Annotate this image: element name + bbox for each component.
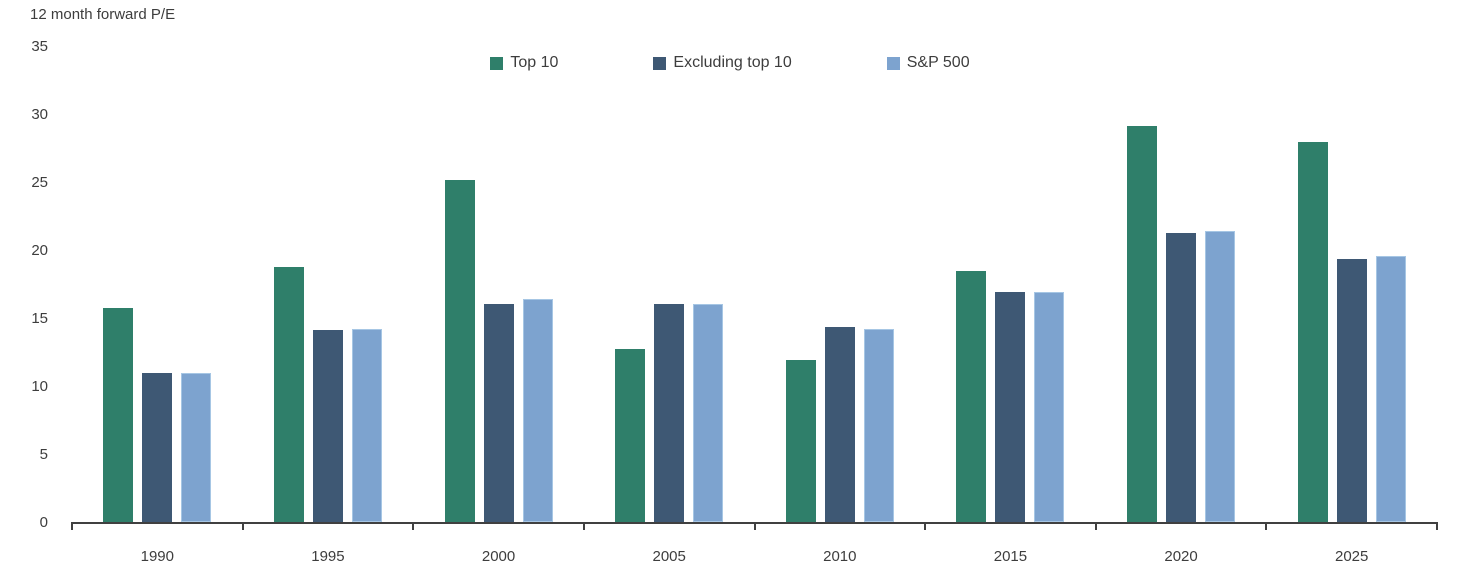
y-axis-tick-label: 0 bbox=[39, 514, 48, 531]
y-axis-tick-label: 25 bbox=[31, 174, 48, 191]
bar-top-10-2005 bbox=[615, 348, 646, 522]
bar-s-p-500-2025 bbox=[1375, 256, 1406, 522]
x-axis-tick-label: 2015 bbox=[993, 548, 1028, 565]
x-axis-tick-mark bbox=[753, 522, 756, 530]
legend-item-top-10: Top 10 bbox=[490, 54, 558, 72]
x-axis-tick-label: 2005 bbox=[652, 548, 686, 565]
x-axis-tick-mark bbox=[241, 522, 244, 530]
bar-s-p-500-2015 bbox=[1034, 291, 1065, 522]
x-axis-tick-label: 2000 bbox=[481, 548, 516, 565]
bar-s-p-500-2000 bbox=[522, 298, 553, 522]
x-axis-tick-label: 1995 bbox=[311, 548, 345, 565]
x-axis-tick-mark bbox=[1265, 522, 1268, 530]
bar-s-p-500-1995 bbox=[351, 328, 382, 522]
y-axis-tick-label: 5 bbox=[39, 446, 48, 463]
bar-top-10-2010 bbox=[785, 359, 816, 522]
legend-item-s-p-500: S&P 500 bbox=[886, 54, 970, 72]
legend-label: Top 10 bbox=[510, 54, 559, 71]
bar-excluding-top-10-2015 bbox=[995, 291, 1026, 522]
bar-top-10-1995 bbox=[273, 267, 304, 522]
chart-legend: Top 10 Excluding top 10 S&P 500 bbox=[0, 54, 1460, 72]
legend-swatch-icon bbox=[653, 56, 667, 70]
x-axis-tick-mark bbox=[582, 522, 585, 530]
bar-excluding-top-10-2010 bbox=[824, 327, 855, 522]
bar-excluding-top-10-1995 bbox=[312, 329, 343, 522]
bar-top-10-2015 bbox=[956, 271, 987, 522]
legend-swatch-icon bbox=[490, 56, 504, 70]
legend-swatch-icon bbox=[886, 56, 900, 70]
bar-excluding-top-10-1990 bbox=[142, 373, 173, 522]
bar-s-p-500-2010 bbox=[863, 328, 894, 522]
bar-s-p-500-1990 bbox=[181, 373, 212, 522]
x-axis-tick-mark bbox=[412, 522, 415, 530]
x-axis-tick-mark bbox=[924, 522, 927, 530]
bar-top-10-1990 bbox=[103, 308, 134, 522]
y-axis-tick-label: 20 bbox=[31, 242, 48, 259]
x-axis-tick-label: 2010 bbox=[823, 548, 857, 565]
bar-top-10-2025 bbox=[1297, 142, 1328, 522]
legend-label: Excluding top 10 bbox=[673, 54, 792, 71]
y-axis-tick-label: 30 bbox=[31, 106, 48, 123]
bar-excluding-top-10-2025 bbox=[1336, 259, 1367, 522]
legend-label: S&P 500 bbox=[906, 54, 970, 71]
bar-s-p-500-2020 bbox=[1205, 230, 1236, 522]
x-axis-tick-mark bbox=[71, 522, 73, 530]
y-axis-tick-label: 35 bbox=[31, 38, 48, 55]
x-axis-tick-mark bbox=[1436, 522, 1438, 530]
y-axis-tick-label: 10 bbox=[31, 378, 48, 395]
x-axis-tick-label: 2020 bbox=[1164, 548, 1198, 565]
bar-top-10-2000 bbox=[444, 180, 475, 522]
x-axis-tick-label: 1990 bbox=[140, 548, 174, 565]
y-axis-tick-label: 15 bbox=[31, 310, 48, 327]
bar-s-p-500-2005 bbox=[693, 304, 724, 522]
x-axis-tick-label: 2025 bbox=[1335, 548, 1369, 565]
legend-item-excluding-top-10: Excluding top 10 bbox=[653, 54, 792, 72]
chart-title: 12 month forward P/E bbox=[30, 6, 176, 23]
bar-excluding-top-10-2005 bbox=[654, 304, 685, 522]
x-axis-tick-mark bbox=[1094, 522, 1097, 530]
bar-excluding-top-10-2000 bbox=[483, 304, 514, 522]
bar-excluding-top-10-2020 bbox=[1166, 233, 1197, 522]
bar-top-10-2020 bbox=[1127, 125, 1158, 522]
